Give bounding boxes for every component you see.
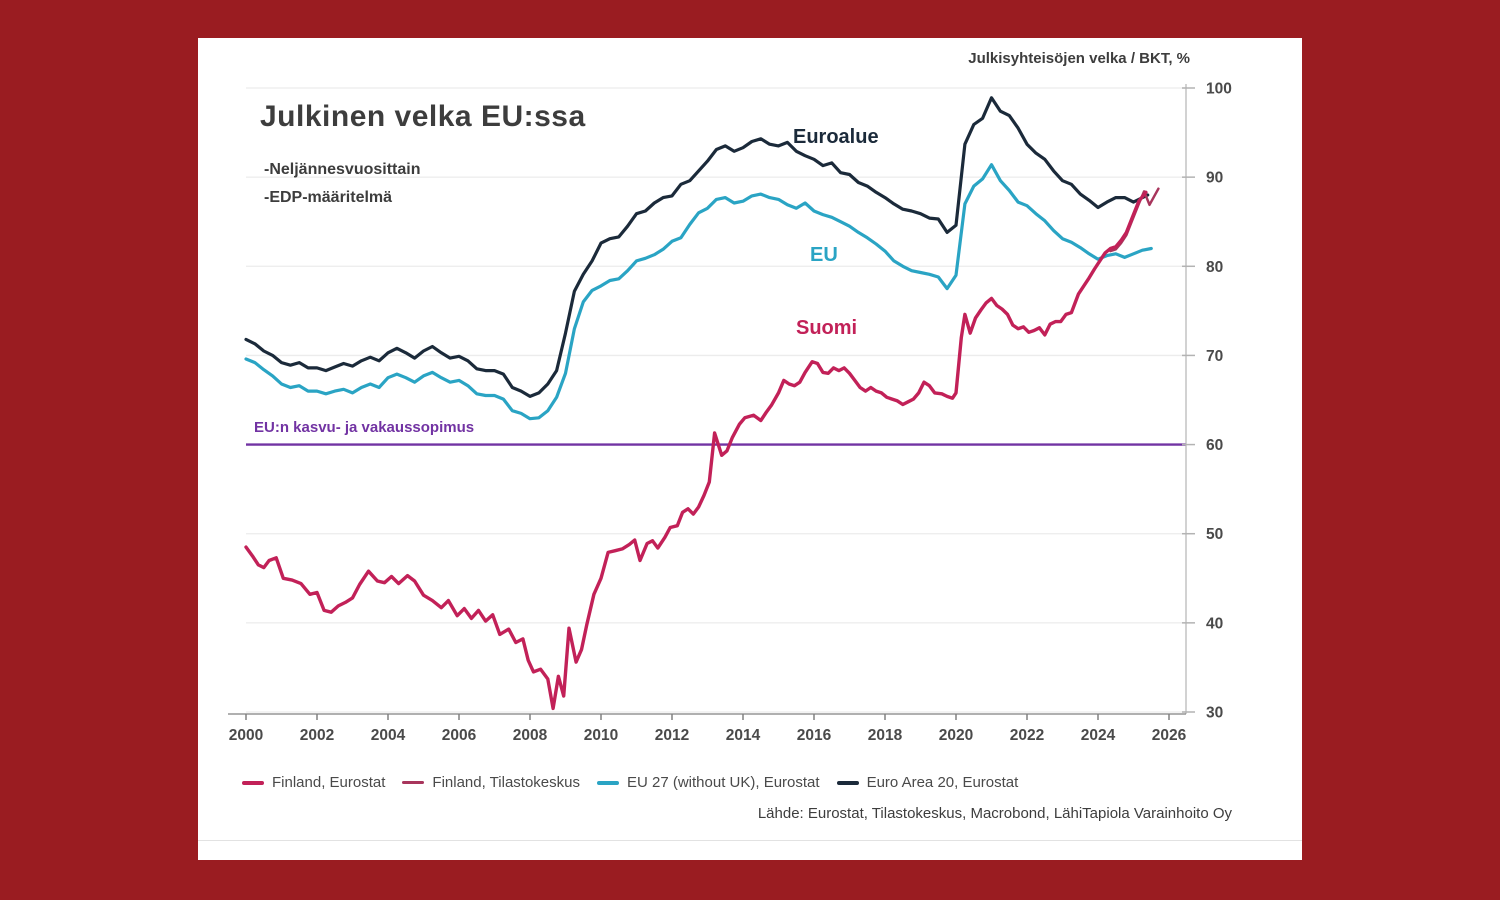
chart-panel: 30 40 50 60 70 80 90 100 2000 2002 2004 2006 2008 201… [198, 38, 1302, 860]
series-line-eu-27-without-uk-eurostat [244, 163, 1153, 421]
legend-label: Euro Area 20, Eurostat [866, 774, 1019, 791]
eu-series-label: EU [810, 244, 838, 266]
y-tick-label-30: 30 [1206, 705, 1223, 722]
y-tick-label-70: 70 [1206, 348, 1223, 365]
legend-swatch [596, 780, 619, 785]
x-tick-label-2012: 2012 [655, 727, 689, 744]
y-tick-label-100: 100 [1206, 81, 1232, 98]
euro-area-series-label: Euroalue [793, 126, 879, 148]
stability-pact-label: EU:n kasvu- ja vakaussopimus [254, 419, 475, 436]
debt-chart: 30 40 50 60 70 80 90 100 2000 2002 2004 2006 2008 201… [228, 81, 1232, 744]
x-tick-label-2002: 2002 [300, 727, 334, 744]
series-line-euro-area-20-eurostat [244, 96, 1150, 398]
legend-item-eu-27-without-uk-eurostat: EU 27 (without UK), Eurostat [596, 774, 820, 791]
source-text: Lähde: Eurostat, Tilastokeskus, Macrobon… [757, 805, 1232, 822]
legend-item-finland-eurostat: Finland, Eurostat [242, 774, 385, 791]
chart-legend: Finland, Eurostat Finland, Tilastokeskus E… [242, 774, 1018, 791]
chart-subtitle-frequency: -Neljännesvuosittain [264, 161, 421, 178]
series-line-finland-eurostat [244, 190, 1148, 711]
legend-label: Finland, Tilastokeskus [432, 774, 580, 791]
page-title: Julkinen velka EU:ssa [260, 100, 586, 133]
x-tick-label-2026: 2026 [1152, 727, 1187, 744]
finland-series-label: Suomi [796, 317, 858, 339]
legend-swatch [402, 781, 425, 784]
y-tick-label-40: 40 [1206, 615, 1223, 632]
x-tick-label-2000: 2000 [229, 727, 263, 744]
y-tick-label-60: 60 [1206, 437, 1223, 454]
y-axis-title: Julkisyhteisöjen velka / BKT, % [968, 50, 1190, 67]
y-tick-label-80: 80 [1206, 259, 1223, 276]
x-tick-label-2016: 2016 [797, 727, 832, 744]
y-tick-label-90: 90 [1206, 170, 1223, 187]
x-tick-label-2024: 2024 [1081, 727, 1116, 744]
x-tick-label-2006: 2006 [442, 727, 477, 744]
x-tick-label-2022: 2022 [1010, 727, 1044, 744]
x-tick-label-2004: 2004 [371, 727, 406, 744]
x-tick-label-2020: 2020 [939, 727, 973, 744]
legend-swatch [242, 780, 264, 785]
legend-label: EU 27 (without UK), Eurostat [626, 774, 820, 791]
chart-subtitle-definition: -EDP-määritelmä [264, 189, 393, 206]
x-tick-label-2010: 2010 [584, 727, 618, 744]
x-tick-label-2008: 2008 [513, 727, 548, 744]
x-tick-label-2014: 2014 [726, 727, 761, 744]
legend-item-finland-tilastokeskus: Finland, Tilastokeskus [402, 774, 580, 791]
x-tick-label-2018: 2018 [868, 727, 903, 744]
legend-item-euro-area-20-eurostat: Euro Area 20, Eurostat [836, 774, 1019, 791]
legend-label: Finland, Eurostat [272, 774, 386, 791]
y-tick-label-50: 50 [1206, 526, 1223, 543]
bottom-divider [198, 840, 1302, 841]
legend-swatch [836, 780, 859, 785]
